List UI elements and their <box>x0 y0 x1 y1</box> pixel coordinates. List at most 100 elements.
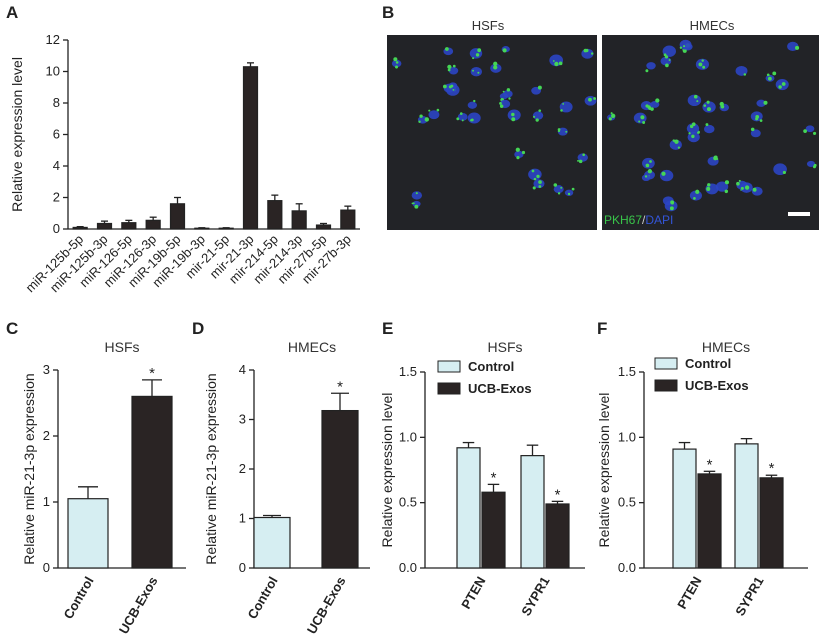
exosome-dot <box>428 109 431 112</box>
exosome-dot <box>693 197 696 200</box>
cell-nucleus <box>687 94 702 107</box>
microscopy-panel: HSFs HMECs PKH67/DAPI <box>387 18 819 230</box>
exosome-dot <box>447 68 451 72</box>
significance-marker-e: * <box>491 469 497 486</box>
significance-marker-d: * <box>337 378 343 395</box>
exosome-dot <box>670 201 674 205</box>
bar-e <box>545 503 570 569</box>
exosome-dot <box>436 108 440 112</box>
exosome-dot <box>452 64 456 68</box>
exosome-dot <box>533 177 537 181</box>
exosome-dot <box>533 115 536 118</box>
bar-a <box>291 210 307 230</box>
microscopy-right-title: HMECs <box>690 18 735 33</box>
legend-label-f: Control <box>685 356 731 371</box>
significance-marker-f: * <box>707 456 713 473</box>
exosome-dot <box>395 65 399 69</box>
y-tick-label-F: 1.0 <box>618 429 636 444</box>
cell-nucleus <box>806 160 816 168</box>
exosome-dot <box>393 57 398 62</box>
cell-nucleus <box>448 67 459 75</box>
cell-nucleus <box>633 112 647 124</box>
cell-nucleus <box>715 181 729 192</box>
exosome-dot <box>554 61 559 67</box>
exosome-dot <box>461 119 464 122</box>
y-axis-label-D: Relative miR-21-3p expression <box>203 373 219 564</box>
exosome-dot <box>585 48 589 53</box>
exosome-dot <box>702 65 706 69</box>
exosome-dot <box>553 183 558 187</box>
cell-nucleus <box>686 123 700 134</box>
exosome-dot <box>538 180 542 184</box>
exosome-dot <box>560 109 563 112</box>
exosome-dot <box>477 48 482 53</box>
stain-legend: PKH67/DAPI <box>604 213 673 227</box>
exosome-dot <box>706 186 711 191</box>
exosome-dot <box>655 98 660 103</box>
category-label-c: UCB-Exos <box>116 574 161 637</box>
exosome-dot <box>500 104 503 107</box>
exosome-dot <box>720 104 725 109</box>
exosome-dot <box>738 179 741 182</box>
panel-label-e: E <box>382 319 393 338</box>
exosome-dot <box>562 103 565 105</box>
y-tick-label-E: 0.5 <box>399 495 417 510</box>
exosome-dot <box>803 129 807 133</box>
bar-a <box>242 66 259 230</box>
stain-separator: / <box>642 213 646 227</box>
exosome-dot <box>424 117 429 122</box>
exosome-dot <box>772 71 777 76</box>
exosome-dot <box>472 57 475 60</box>
exosome-dot <box>610 112 613 115</box>
cell-nucleus <box>564 189 574 196</box>
legend-label-e: Control <box>468 359 514 374</box>
y-tick-label-D: 3 <box>239 412 246 427</box>
exosome-dot <box>418 120 421 123</box>
exosome-dot <box>713 155 718 160</box>
exosome-dot <box>537 85 542 90</box>
exosome-dot <box>767 76 772 81</box>
cell-nucleus <box>650 100 660 108</box>
exosome-dot <box>693 94 698 99</box>
exosome-dot <box>781 82 786 86</box>
exosome-dot <box>677 146 681 149</box>
cell-nucleus <box>646 62 656 70</box>
cell-nucleus <box>411 191 423 200</box>
exosome-dot <box>470 119 473 122</box>
cell-nucleus <box>412 200 421 208</box>
exosome-dot <box>649 160 652 163</box>
exosome-dot <box>473 99 476 103</box>
exosome-dot <box>511 112 515 117</box>
exosome-dot <box>477 71 480 74</box>
legend-swatch-e <box>437 382 461 395</box>
bar-c <box>67 498 109 569</box>
cell-nucleus <box>756 99 766 107</box>
y-tick-label-A: 2 <box>53 190 60 205</box>
chart-title-F: HMECs <box>702 339 750 355</box>
scale-bar <box>788 212 810 216</box>
cell-nucleus <box>514 150 524 159</box>
exosome-dot <box>766 73 770 77</box>
category-label-c: Control <box>60 574 96 622</box>
exosome-dot <box>538 109 542 112</box>
cell-nucleus <box>750 129 761 138</box>
bar-e <box>520 455 545 569</box>
exosome-dot <box>452 88 455 91</box>
y-tick-label-A: 12 <box>46 32 60 47</box>
category-label-e: PTEN <box>458 574 488 612</box>
chart-E: 0.0 0.5 1.0 1.5 Relative expression level HSF… <box>379 339 585 618</box>
exosome-dot <box>644 175 648 178</box>
exosome-dot <box>645 69 649 73</box>
exosome-dot <box>674 139 679 144</box>
panel-label-a: A <box>6 3 18 22</box>
bar-d <box>321 409 359 569</box>
bar-a <box>72 226 88 230</box>
category-label-e: SYPR1 <box>518 574 552 618</box>
exosome-dot <box>578 159 583 164</box>
cell-nucleus <box>428 110 440 120</box>
legend-swatch-f <box>654 379 678 392</box>
exosome-dot <box>557 192 561 195</box>
exosome-dot <box>752 187 757 192</box>
panel-label-d: D <box>192 319 204 338</box>
